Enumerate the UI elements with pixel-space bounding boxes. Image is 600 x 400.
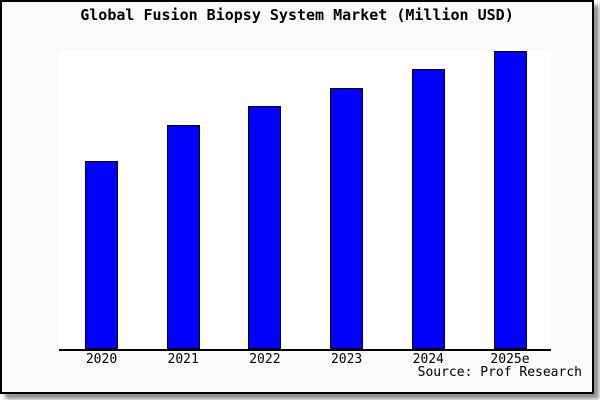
bar-2025e	[493, 51, 527, 349]
x-tick-label-2022: 2022	[249, 352, 281, 367]
chart-frame: Global Fusion Biopsy System Market (Mill…	[0, 0, 594, 394]
bar-2020	[85, 161, 118, 349]
source-credit: Source: Prof Research	[417, 365, 582, 380]
bar-2023	[330, 88, 364, 349]
x-tick-label-2024: 2024	[412, 352, 444, 367]
plot-area	[59, 50, 551, 351]
bar-2021	[166, 125, 200, 349]
x-tick-label-2025e: 2025e	[490, 352, 530, 367]
bar-2022	[248, 106, 282, 349]
x-tick-label-2020: 2020	[85, 352, 118, 367]
bar-2024	[411, 69, 445, 349]
chart-title: Global Fusion Biopsy System Market (Mill…	[80, 6, 514, 24]
x-tick-label-2023: 2023	[330, 352, 363, 367]
x-tick-label-2021: 2021	[167, 352, 199, 367]
